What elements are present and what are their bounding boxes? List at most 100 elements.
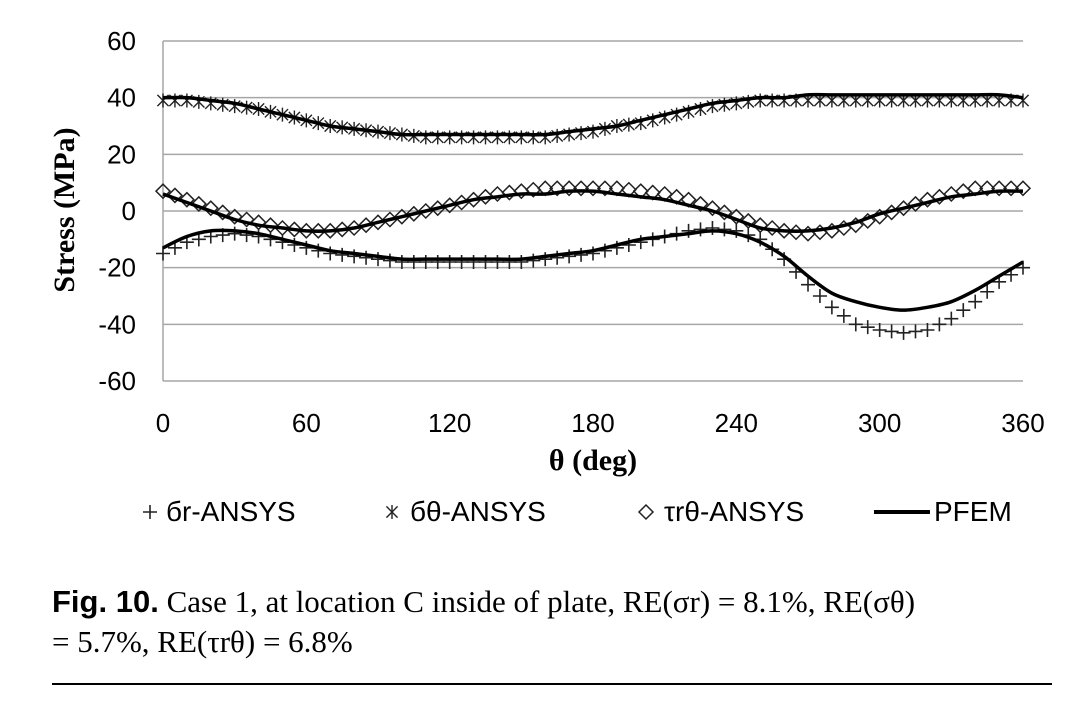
y-tick-labels: 60 40 20 0 -20 -40 -60 xyxy=(98,26,136,396)
asterisk-marker xyxy=(766,93,779,108)
stress-chart: 60 40 20 0 -20 -40 -60 0 60 120 180 240 300 360 θ (d… xyxy=(48,26,1045,527)
legend-label: бθ-ANSYS xyxy=(410,496,546,527)
plus-marker xyxy=(586,246,600,261)
plus-marker xyxy=(956,303,971,318)
diamond-marker xyxy=(991,180,1008,197)
diamond-marker xyxy=(811,224,829,241)
y-tick-label: 20 xyxy=(107,139,136,169)
diamond-marker xyxy=(979,180,996,197)
y-tick-label: -20 xyxy=(98,253,136,283)
y-tick-label: 40 xyxy=(107,83,136,113)
diamond-marker xyxy=(596,180,614,197)
diamond-marker xyxy=(1014,180,1032,197)
plus-marker xyxy=(633,235,648,250)
caption-text-line1: Case 1, at location C inside of plate, R… xyxy=(158,584,916,619)
plus-marker xyxy=(884,324,899,339)
figure-caption: Fig. 10. Case 1, at location C inside of… xyxy=(52,582,1052,662)
plus-marker xyxy=(944,311,959,326)
series-plus xyxy=(156,221,1030,340)
caption-divider xyxy=(52,683,1052,685)
gridlines xyxy=(162,40,1023,382)
plus-marker xyxy=(406,255,421,269)
x-tick-label: 240 xyxy=(715,408,758,438)
asterisk-marker xyxy=(180,93,193,108)
asterisk-marker xyxy=(479,130,492,145)
plus-marker xyxy=(801,277,815,292)
x-tick-labels: 0 60 120 180 240 300 360 xyxy=(156,408,1045,438)
plus-marker xyxy=(574,247,589,262)
legend-marker-plus xyxy=(143,505,157,519)
plus-marker xyxy=(705,221,720,235)
y-tick-label: 60 xyxy=(107,26,136,56)
diamond-marker xyxy=(238,211,255,228)
x-tick-label: 120 xyxy=(428,408,471,438)
legend-label: τrθ-ANSYS xyxy=(664,496,804,527)
asterisk-marker xyxy=(491,130,504,145)
diamond-marker xyxy=(716,204,733,221)
diamond-marker xyxy=(178,191,195,208)
plus-marker xyxy=(382,253,397,268)
diamond-marker xyxy=(692,195,709,212)
x-tick-label: 180 xyxy=(571,408,614,438)
diamond-marker xyxy=(561,180,578,197)
diamond-marker xyxy=(776,222,793,239)
diamond-marker xyxy=(704,200,721,217)
figure-label: Fig. 10. xyxy=(52,584,159,619)
asterisk-marker xyxy=(527,130,540,145)
plus-marker xyxy=(442,255,457,269)
diamond-marker xyxy=(728,208,745,225)
y-axis-title: Stress (MPa) xyxy=(48,127,81,292)
asterisk-marker xyxy=(455,130,468,145)
pfem-curve xyxy=(162,189,1024,233)
asterisk-marker xyxy=(515,130,528,145)
legend-label: PFEM xyxy=(934,496,1012,527)
plus-marker xyxy=(251,229,266,244)
plus-marker xyxy=(980,284,995,299)
diamond-marker xyxy=(907,195,924,212)
plus-marker xyxy=(896,325,911,340)
plus-marker xyxy=(550,250,565,265)
diamond-marker xyxy=(250,214,267,231)
diamond-marker xyxy=(274,219,291,237)
diamond-marker xyxy=(764,219,781,237)
legend: бr-ANSYS бθ-ANSYS τrθ-ANSYS PFEM xyxy=(143,496,1012,527)
diamond-marker xyxy=(549,180,566,197)
diamond-marker xyxy=(525,181,542,198)
plus-marker xyxy=(466,255,481,269)
plus-marker xyxy=(681,223,696,238)
asterisk-marker xyxy=(419,130,432,145)
asterisk-marker xyxy=(467,130,480,145)
plus-marker xyxy=(729,223,744,238)
x-tick-label: 300 xyxy=(858,408,901,438)
plus-marker xyxy=(872,323,887,337)
plus-marker xyxy=(538,252,553,267)
diamond-marker xyxy=(190,195,207,212)
diamond-marker xyxy=(513,183,530,200)
plus-marker xyxy=(693,222,708,237)
plus-marker xyxy=(156,246,170,261)
y-tick-label: -40 xyxy=(98,309,136,339)
plus-marker xyxy=(824,300,839,315)
diamond-marker xyxy=(298,222,315,239)
y-tick-label: 0 xyxy=(122,196,136,226)
pfem-curve xyxy=(162,228,1024,312)
plus-marker xyxy=(454,255,469,269)
diamond-marker xyxy=(166,187,184,204)
diamond-marker xyxy=(584,180,602,197)
asterisk-marker xyxy=(443,130,456,145)
x-axis-title: θ (deg) xyxy=(549,444,637,477)
x-tick-label: 360 xyxy=(1001,408,1044,438)
asterisk-marker xyxy=(431,130,444,145)
caption-text-line2: = 5.7%, RE(τrθ) = 6.8% xyxy=(52,624,353,659)
plus-marker xyxy=(920,323,935,337)
plus-marker xyxy=(526,253,541,268)
plus-marker xyxy=(836,308,851,323)
plus-marker xyxy=(848,317,863,332)
plus-marker xyxy=(502,255,517,269)
x-tick-label: 60 xyxy=(292,408,321,438)
legend-label: бr-ANSYS xyxy=(166,496,296,527)
diamond-marker xyxy=(489,185,506,203)
plus-marker xyxy=(490,255,505,269)
diamond-marker xyxy=(310,222,327,239)
plus-marker xyxy=(908,324,923,339)
